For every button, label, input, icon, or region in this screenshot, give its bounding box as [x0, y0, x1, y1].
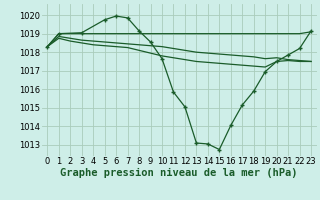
X-axis label: Graphe pression niveau de la mer (hPa): Graphe pression niveau de la mer (hPa) [60, 168, 298, 178]
